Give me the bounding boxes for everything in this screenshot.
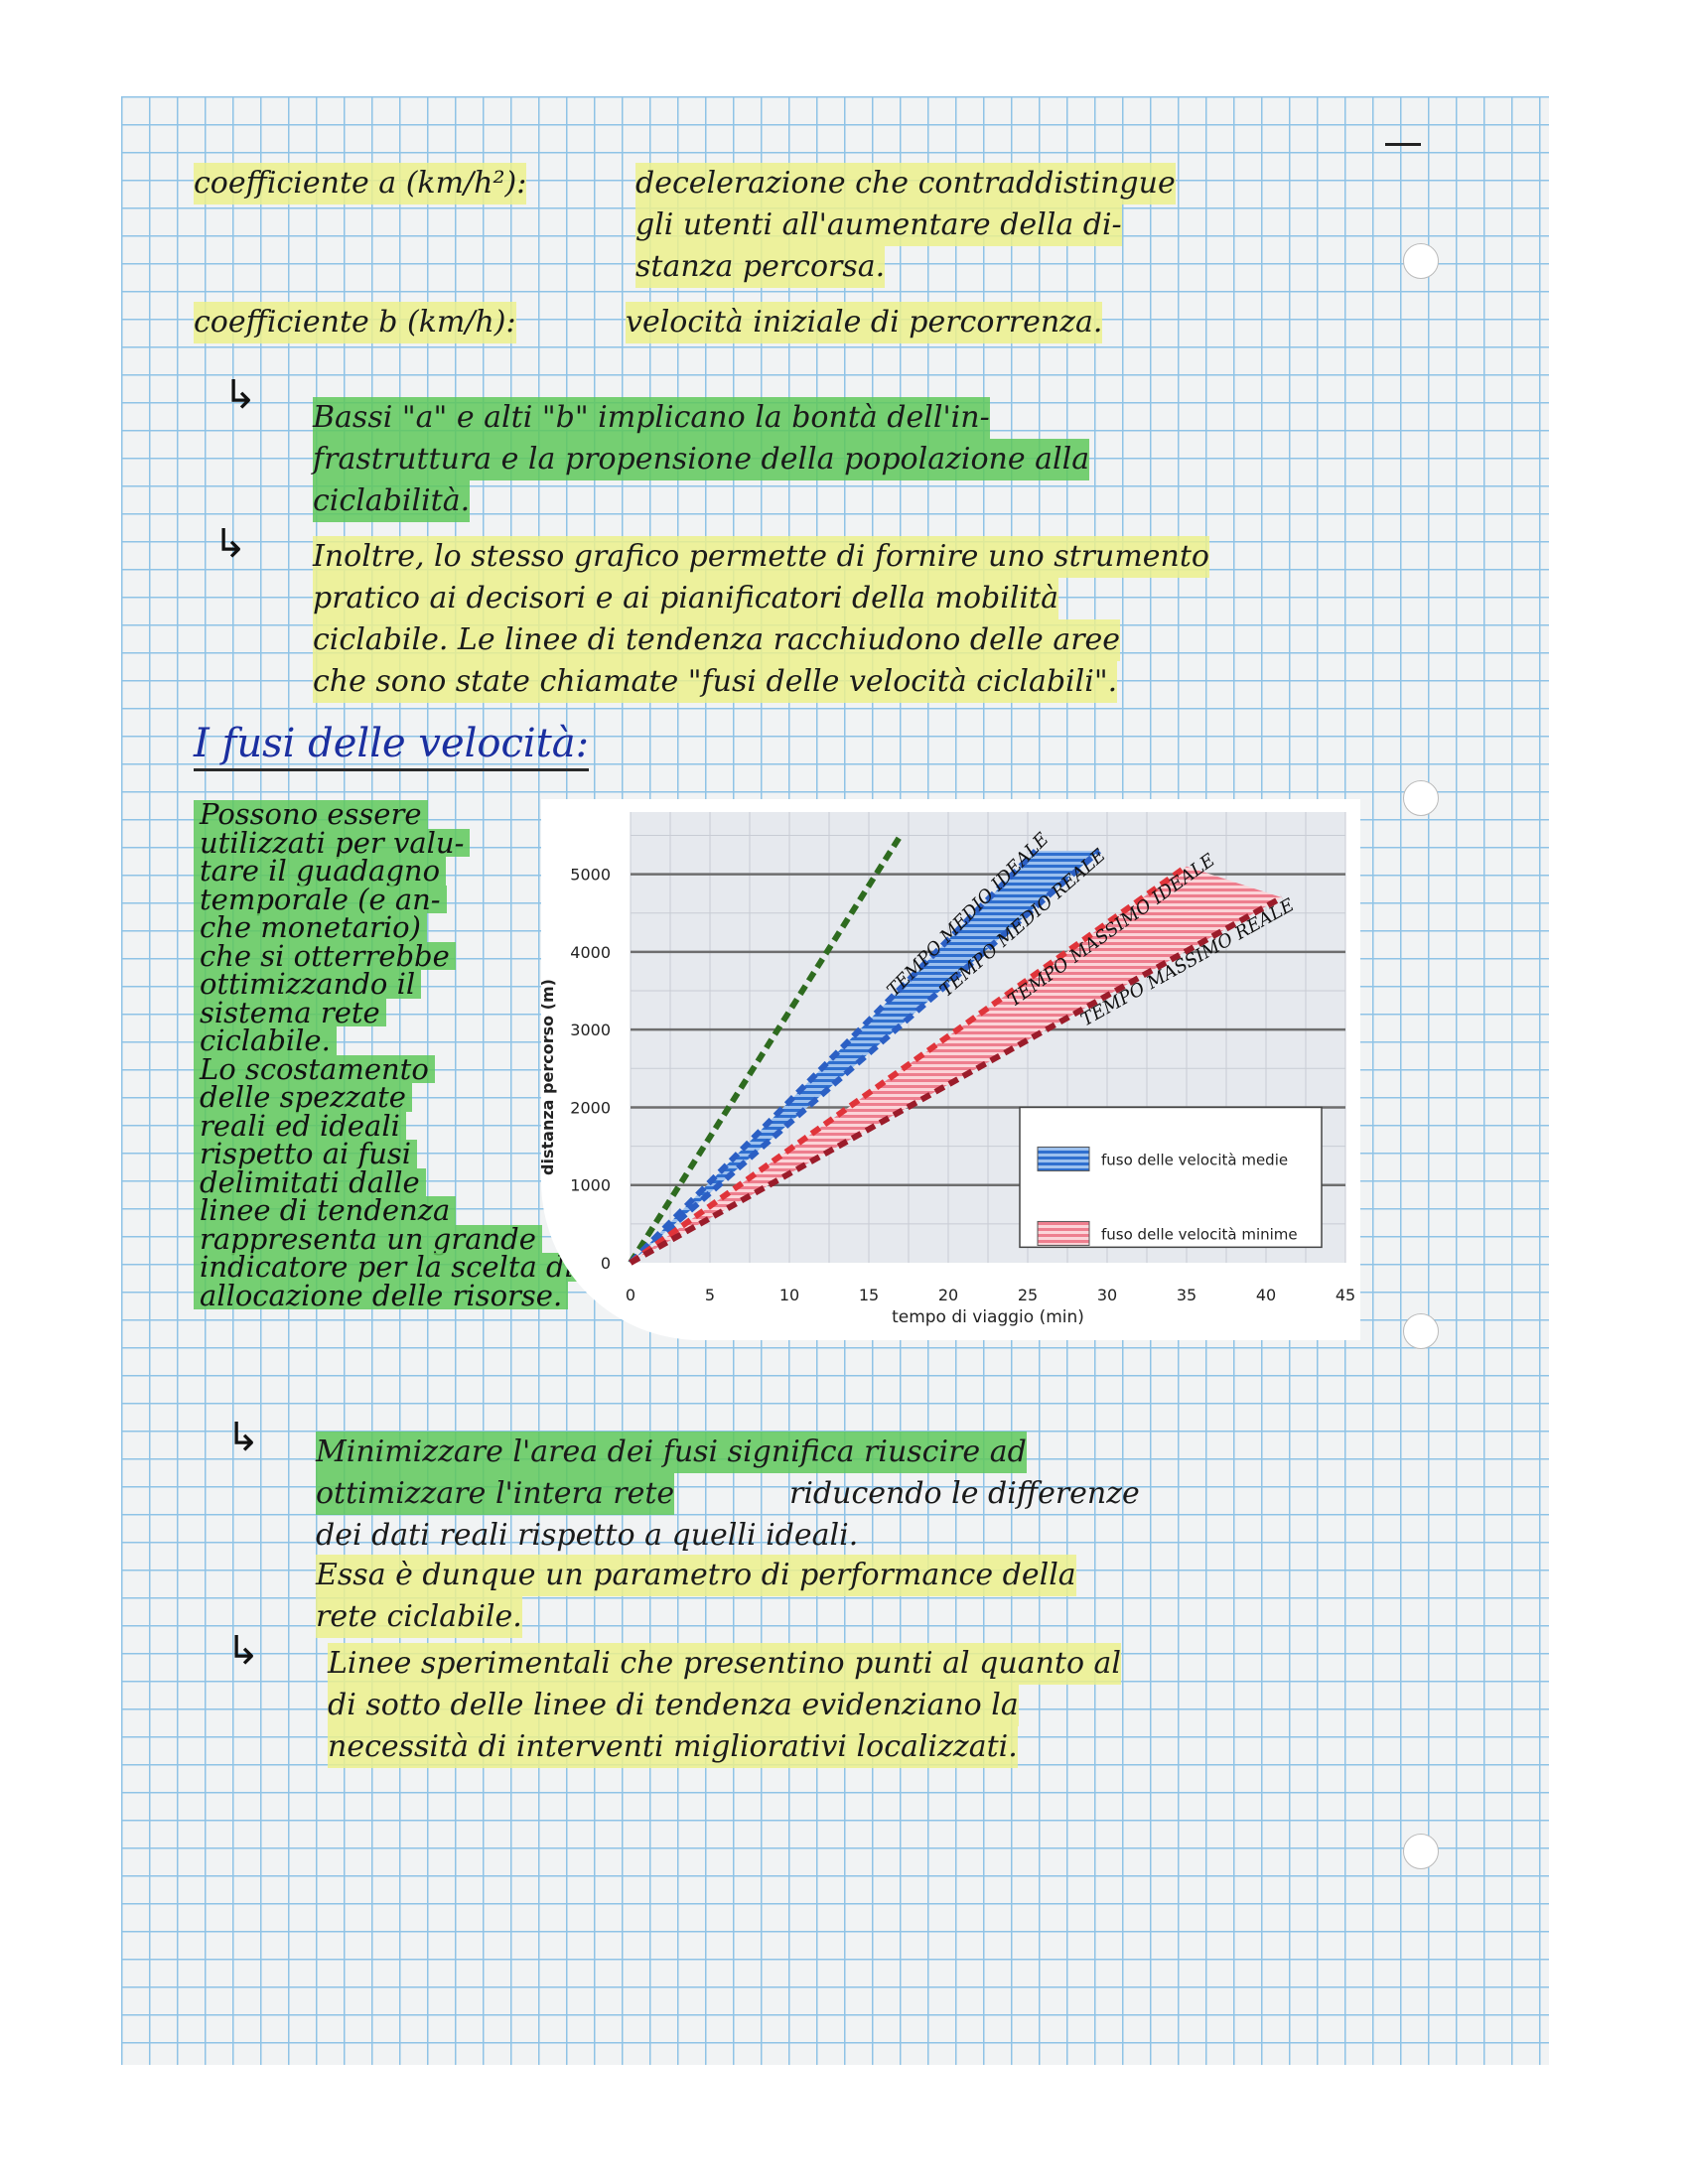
left-column-line: che monetario) <box>194 913 427 942</box>
series-line <box>629 894 1284 1266</box>
left-column-line: Lo scostamento <box>194 1054 435 1083</box>
block3-line-1: Minimizzare l'area dei fusi significa ri… <box>316 1432 1027 1473</box>
left-column-line: che si otterrebbe <box>194 941 456 970</box>
y-tick-label: 2000 <box>570 1098 611 1117</box>
x-tick-label: 35 <box>1177 1286 1196 1304</box>
x-tick-label: 45 <box>1336 1286 1355 1304</box>
x-tick-label: 40 <box>1256 1286 1276 1304</box>
coef-a-label: coefficiente a (km/h²): <box>194 163 527 205</box>
arrow-icon: ↳ <box>226 1415 260 1460</box>
coef-a-line-2: gli utenti all'aumentare della di- <box>635 205 1122 246</box>
series-line <box>629 864 1189 1266</box>
legend-label: fuso delle velocità minime <box>1101 1225 1298 1243</box>
left-column-line: reali ed ideali <box>194 1111 406 1140</box>
block3-line-2a: ottimizzare l'intera rete <box>316 1473 675 1515</box>
left-column-line: rispetto ai fusi <box>194 1140 418 1168</box>
x-tick-label: 15 <box>859 1286 879 1304</box>
left-column-line: utilizzati per valu- <box>194 828 471 857</box>
coef-b-text: velocità iniziale di percorrenza. <box>626 302 1103 343</box>
block1-line-2: frastruttura e la propensione della popo… <box>313 439 1090 480</box>
left-column-line: sistema rete <box>194 998 386 1026</box>
y-tick-label: 3000 <box>570 1021 611 1039</box>
x-tick-label: 10 <box>779 1286 799 1304</box>
coef-a-line-1: decelerazione che contraddistingue <box>635 163 1176 205</box>
left-column-line: ciclabile. <box>194 1026 337 1055</box>
y-tick-label: 5000 <box>570 866 611 885</box>
x-tick-label: 20 <box>938 1286 958 1304</box>
series-line <box>628 849 1039 1266</box>
x-tick-label: 30 <box>1097 1286 1117 1304</box>
punch-hole <box>1403 1834 1439 1869</box>
block3-line-3: dei dati reali rispetto a quelli ideali. <box>316 1518 859 1553</box>
y-tick-label: 1000 <box>570 1176 611 1195</box>
left-column-text: Possono essere utilizzati per valu-tare i… <box>194 800 631 1309</box>
legend-label: fuso delle velocità medie <box>1101 1151 1288 1168</box>
y-tick-label: 4000 <box>570 943 611 962</box>
block2-line-2: pratico ai decisori e ai pianificatori d… <box>313 578 1058 619</box>
section-title: I fusi delle velocità: <box>194 723 590 771</box>
left-column-line: indicatore per la scelta di <box>194 1253 580 1282</box>
block4-line-1: Linee sperimentali che presentino punti … <box>328 1643 1122 1685</box>
left-column-line: Possono essere <box>194 800 428 829</box>
arrow-icon: ↳ <box>226 1628 260 1674</box>
punch-hole <box>1403 1313 1439 1349</box>
punch-hole <box>1403 243 1439 279</box>
left-column-line: ottimizzando il <box>194 970 422 999</box>
band-minime <box>631 866 1282 1263</box>
left-column-line: allocazione delle risorse. <box>194 1281 569 1309</box>
left-column-line: tare il guadagno <box>194 857 447 886</box>
y-tick-label: 0 <box>601 1254 611 1273</box>
block2-line-4: che sono state chiamate "fusi delle velo… <box>313 661 1118 703</box>
series-line <box>628 833 904 1265</box>
block3-line-2b: riducendo le differenze <box>789 1476 1140 1511</box>
arrow-icon: ↳ <box>223 372 257 418</box>
y-axis-label: distanza percorso (m) <box>541 979 557 1175</box>
left-column-line: delimitati dalle <box>194 1167 426 1196</box>
block3-line-4: Essa è dunque un parametro di performanc… <box>316 1555 1076 1596</box>
band-medie <box>631 851 1099 1263</box>
block3-line-5: rete ciclabile. <box>316 1596 522 1638</box>
chart-panel: TEMPO MEDIO IDEALE TEMPO MEDIO REALE TEMPO… <box>538 799 1360 1340</box>
pen-mark <box>1385 143 1421 146</box>
coef-b-label: coefficiente b (km/h): <box>194 302 516 343</box>
punch-hole <box>1403 780 1439 816</box>
block4-line-3: necessità di interventi migliorativi loc… <box>328 1726 1018 1768</box>
block4-line-2: di sotto delle linee di tendenza evidenz… <box>328 1685 1019 1726</box>
left-column-line: linee di tendenza <box>194 1196 457 1225</box>
x-tick-label: 25 <box>1018 1286 1038 1304</box>
x-tick-label: 0 <box>626 1286 635 1304</box>
arrow-icon: ↳ <box>213 521 247 567</box>
block2-line-3: ciclabile. Le linee di tendenza racchiud… <box>313 619 1121 661</box>
block1-line-3: ciclabilità. <box>313 480 471 522</box>
x-tick-label: 5 <box>705 1286 715 1304</box>
left-column-line: rappresenta un grande <box>194 1224 542 1253</box>
legend-swatch <box>1037 1146 1090 1171</box>
left-column-line: delle spezzate <box>194 1083 412 1112</box>
left-column-line: temporale (e an- <box>194 885 447 913</box>
x-axis-label: tempo di viaggio (min) <box>892 1307 1084 1327</box>
block1-line-1: Bassi "a" e alti "b" implicano la bontà … <box>313 397 990 439</box>
block2-line-1: Inoltre, lo stesso grafico permette di f… <box>313 536 1209 578</box>
series-line <box>629 848 1101 1266</box>
legend-swatch <box>1037 1220 1090 1246</box>
coef-a-line-3: stanza percorsa. <box>635 246 886 288</box>
